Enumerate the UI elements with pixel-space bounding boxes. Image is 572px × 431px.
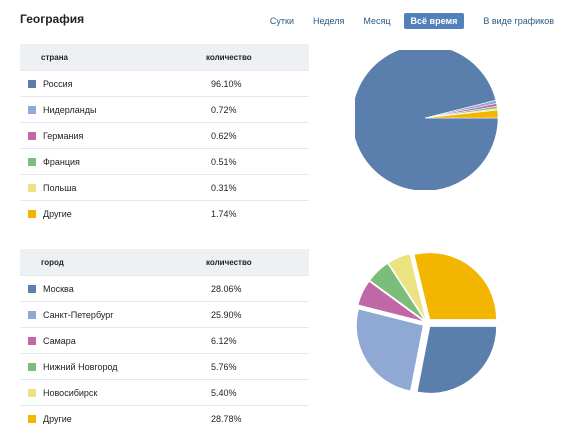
table-row: Германия 0.62% [20,122,309,148]
column-header-city: город [41,257,64,267]
row-label: Москва [43,283,74,294]
row-value: 28.78% [211,413,242,424]
row-label: Санкт-Петербург [43,309,114,320]
table-row: Санкт-Петербург 25.90% [20,301,309,327]
row-value: 25.90% [211,309,242,320]
row-value: 0.31% [211,182,237,193]
legend-swatch [28,336,36,345]
row-value: 1.74% [211,208,237,219]
legend-swatch [28,157,36,166]
row-value: 0.51% [211,156,237,167]
legend-swatch [28,105,36,114]
legend-swatch [28,183,36,192]
row-label: Самара [43,335,76,346]
legend-swatch [28,209,36,218]
pie-slice [356,309,423,391]
row-label: Другие [43,413,72,424]
legend-swatch [28,284,36,293]
table-row: Россия 96.10% [20,70,309,96]
table-row: Москва 28.06% [20,275,309,301]
row-value: 96.10% [211,78,242,89]
pie-slice [414,253,497,320]
row-label: Другие [43,208,72,219]
row-value: 0.72% [211,104,237,115]
table-row: Другие 1.74% [20,200,309,226]
row-value: 5.76% [211,361,237,372]
tab-as-graphs[interactable]: В виде графиков [483,16,554,26]
tab-week[interactable]: Неделя [313,16,345,26]
legend-swatch [28,362,36,371]
column-header-count: количество [206,52,252,62]
table-row: Польша 0.31% [20,174,309,200]
row-label: Нидерланды [43,104,97,115]
country-table: страна количество Россия 96.10% Нидерлан… [20,44,309,226]
legend-swatch [28,310,36,319]
pie-slice [389,254,426,319]
pie-slice [358,281,423,321]
table-row: Нижний Новгород 5.76% [20,353,309,379]
row-value: 5.40% [211,387,237,398]
legend-swatch [28,388,36,397]
row-label: Германия [43,130,84,141]
pie-slice [417,326,497,393]
period-tabs: Сутки Неделя Месяц Всё время В виде граф… [251,13,572,29]
row-label: Россия [43,78,73,89]
table-row: Другие 28.78% [20,405,309,431]
pie-slice [370,264,424,320]
row-value: 0.62% [211,130,237,141]
legend-swatch [28,79,36,88]
table-header: город количество [20,249,309,275]
row-label: Новосибирск [43,387,98,398]
country-pie-chart [355,50,499,190]
tab-day[interactable]: Сутки [269,16,294,26]
tab-month[interactable]: Месяц [363,16,391,26]
table-row: Новосибирск 5.40% [20,379,309,405]
column-header-country: страна [41,52,68,62]
table-row: Нидерланды 0.72% [20,96,309,122]
page-title: География [20,12,85,26]
city-table: город количество Москва 28.06% Санкт-Пет… [20,249,309,431]
pie-slice [355,50,499,190]
legend-swatch [28,414,36,423]
pie-slice [424,109,499,119]
column-header-count: количество [206,257,252,267]
row-label: Франция [43,156,80,167]
row-value: 6.12% [211,335,237,346]
row-label: Нижний Новгород [43,361,118,372]
table-row: Самара 6.12% [20,327,309,353]
tab-all-time[interactable]: Всё время [403,13,465,29]
legend-swatch [28,131,36,140]
table-row: Франция 0.51% [20,148,309,174]
row-value: 28.06% [211,283,242,294]
row-label: Польша [43,182,77,193]
table-header: страна количество [20,44,309,70]
city-pie-chart [356,253,497,393]
